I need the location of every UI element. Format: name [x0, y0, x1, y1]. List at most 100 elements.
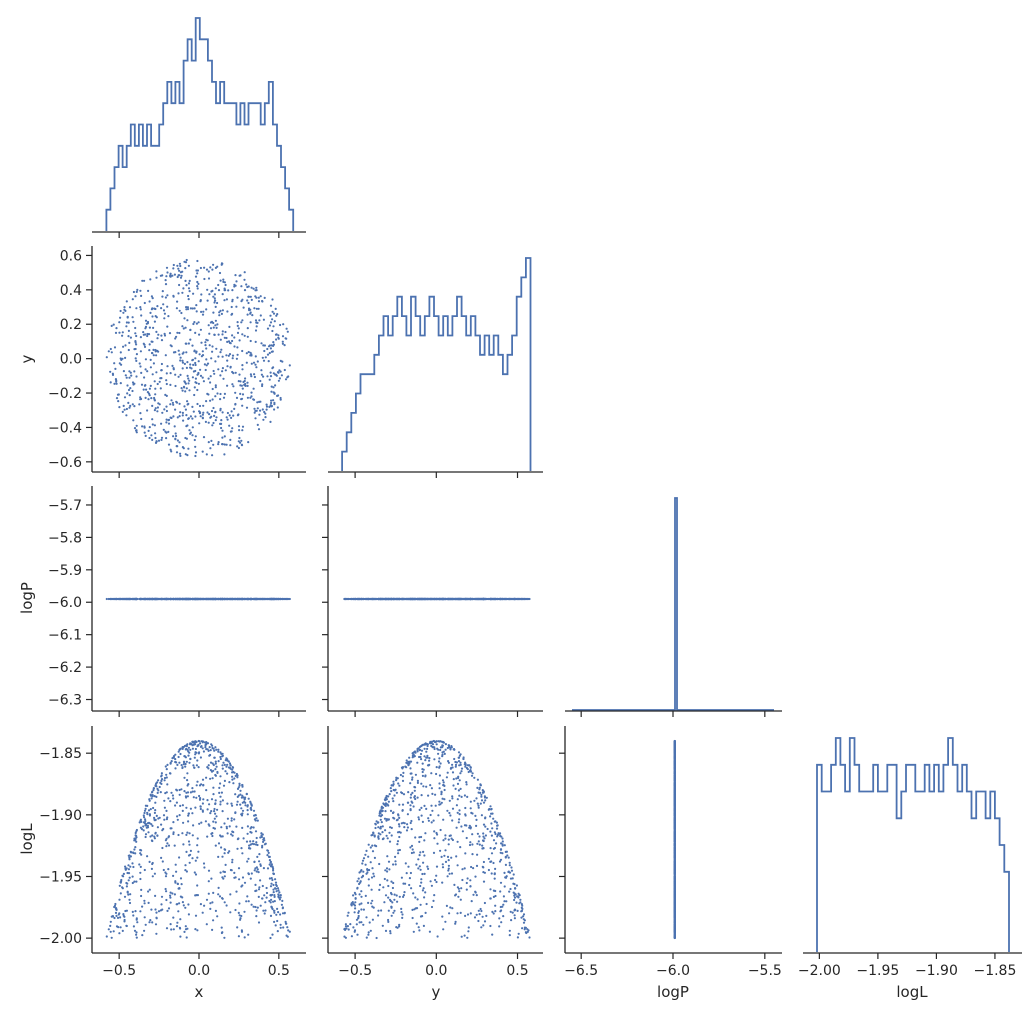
scatter-point	[268, 899, 271, 903]
scatter-point	[123, 308, 126, 311]
scatter-point	[198, 333, 201, 336]
scatter-point	[223, 848, 226, 851]
scatter-point	[408, 760, 411, 763]
scatter-point	[109, 924, 112, 928]
scatter-point	[162, 303, 165, 306]
scatter-point	[226, 340, 229, 343]
scatter-point	[265, 886, 268, 890]
scatter-point	[235, 890, 238, 893]
scatter-point	[393, 789, 396, 792]
scatter-point	[482, 832, 485, 835]
scatter-point	[362, 923, 365, 926]
scatter-point	[437, 740, 440, 743]
scatter-point	[182, 385, 186, 388]
scatter-point	[457, 776, 460, 780]
scatter-point	[228, 325, 231, 328]
scatter-point	[184, 928, 188, 931]
scatter-point	[195, 304, 198, 307]
scatter-point	[268, 863, 271, 866]
scatter-point	[216, 915, 219, 918]
scatter-point	[461, 878, 464, 882]
scatter-point	[236, 331, 240, 334]
scatter-point	[463, 934, 466, 937]
scatter-point	[167, 418, 171, 421]
scatter-point	[372, 872, 375, 875]
scatter-point	[277, 371, 280, 374]
scatter-point	[186, 306, 189, 309]
scatter-point	[200, 783, 203, 786]
scatter-point	[146, 334, 149, 338]
scatter-point	[147, 398, 150, 401]
scatter-point	[211, 901, 214, 904]
scatter-point	[401, 916, 404, 920]
scatter-point	[184, 326, 187, 329]
scatter-point	[451, 838, 454, 842]
scatter-point	[273, 320, 276, 323]
scatter-point	[189, 757, 192, 761]
scatter-point	[184, 864, 187, 867]
scatter-point	[223, 901, 226, 904]
scatter-point	[504, 855, 507, 859]
scatter-point	[473, 776, 476, 779]
scatter-point	[401, 803, 405, 806]
scatter-point	[442, 818, 445, 821]
scatter-point	[490, 808, 493, 811]
scatter-point	[403, 597, 406, 601]
scatter-point	[221, 370, 224, 373]
scatter-point	[420, 835, 423, 839]
scatter-point	[174, 408, 177, 411]
scatter-point	[241, 429, 244, 432]
scatter-point	[277, 889, 280, 892]
scatter-point	[241, 809, 245, 812]
scatter-point	[155, 371, 158, 374]
scatter-point	[207, 277, 211, 280]
scatter-point	[212, 793, 215, 796]
scatter-point	[270, 905, 273, 908]
scatter-point	[143, 899, 146, 902]
scatter-point	[123, 915, 126, 918]
scatter-point	[390, 914, 393, 917]
scatter-point	[186, 795, 189, 798]
scatter-point	[494, 832, 497, 836]
scatter-point	[367, 901, 370, 905]
scatter-point	[217, 289, 221, 292]
scatter-point	[138, 597, 141, 601]
scatter-point	[392, 863, 395, 866]
scatter-point	[135, 597, 138, 601]
scatter-point	[182, 287, 185, 290]
scatter-point	[409, 821, 412, 825]
scatter-point	[395, 776, 398, 779]
scatter-point	[367, 597, 370, 601]
scatter-point	[105, 356, 108, 359]
scatter-point	[167, 430, 170, 433]
scatter-point	[380, 807, 383, 810]
scatter-point	[133, 348, 136, 351]
scatter-point	[145, 388, 148, 391]
scatter-point	[412, 751, 415, 754]
scatter-point	[153, 409, 156, 412]
scatter-point	[202, 310, 205, 313]
scatter-point	[174, 432, 177, 435]
scatter-point	[352, 903, 355, 906]
scatter-point	[216, 301, 219, 305]
scatter-point	[275, 314, 278, 317]
scatter-point	[183, 790, 186, 793]
scatter-point	[184, 267, 187, 270]
scatter-point	[234, 371, 237, 374]
scatter-point	[238, 902, 241, 905]
scatter-point	[273, 895, 276, 899]
scatter-point	[201, 810, 204, 813]
scatter-point	[272, 872, 275, 875]
scatter-point	[172, 435, 175, 438]
scatter-point	[192, 796, 195, 799]
scatter-point	[241, 404, 244, 407]
scatter-point	[220, 826, 223, 829]
scatter-point	[133, 929, 137, 932]
scatter-point	[384, 869, 387, 872]
scatter-point	[225, 765, 228, 768]
scatter-point	[275, 913, 278, 916]
scatter-point	[226, 359, 229, 362]
row-logP-y-tick-label: −6.3	[48, 693, 82, 709]
scatter-point	[437, 760, 441, 763]
scatter-point	[269, 861, 272, 864]
